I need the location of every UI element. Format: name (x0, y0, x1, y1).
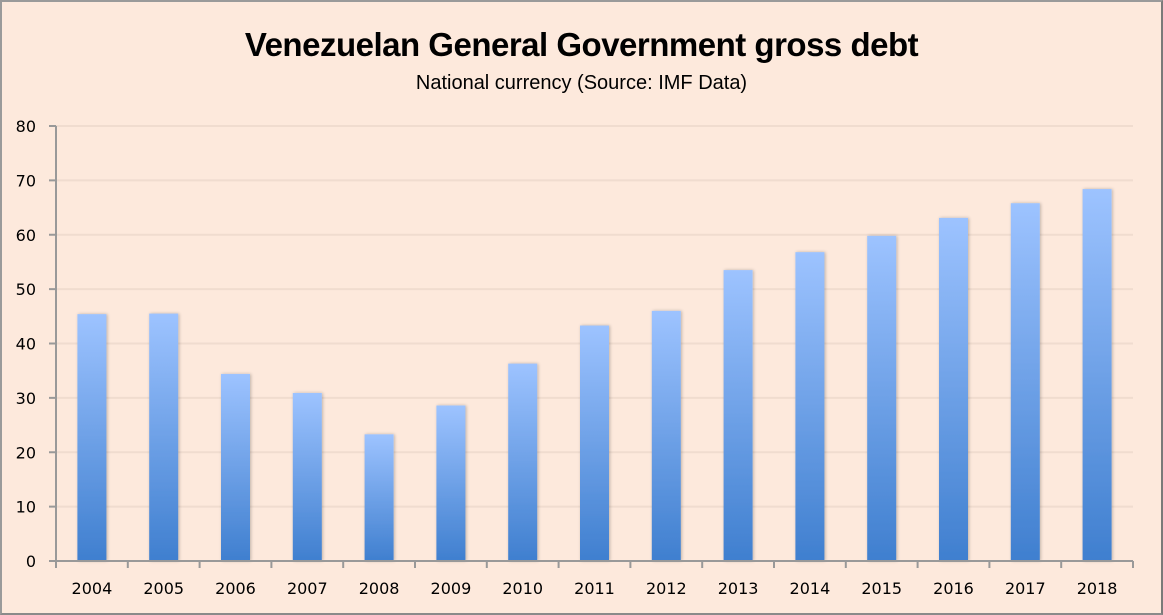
bar-2006 (221, 373, 250, 561)
x-tick-label: 2009 (431, 579, 472, 598)
chart-subtitle: National currency (Source: IMF Data) (415, 72, 748, 94)
bar-2018 (1082, 189, 1112, 561)
x-tick-label: 2015 (861, 579, 902, 598)
x-tick-label: 2016 (933, 579, 974, 598)
x-tick-label: 2011 (574, 579, 615, 598)
y-tick-labels: 0 10 20 30 40 50 60 70 80 (16, 117, 36, 571)
x-tick-label: 2005 (143, 579, 184, 598)
chart-title: Venezuelan General Government gross debt (244, 26, 919, 63)
y-tick-label: 20 (16, 443, 36, 462)
x-tick-label: 2018 (1077, 579, 1118, 598)
bar-2007 (292, 392, 322, 561)
y-tick-label: 0 (26, 552, 36, 571)
bar-2009 (436, 405, 466, 561)
x-tick-label: 2010 (502, 579, 543, 598)
bar-2014 (795, 252, 825, 561)
bar-2008 (364, 434, 394, 561)
bar-2013 (723, 270, 753, 561)
x-tick-label: 2007 (287, 579, 328, 598)
bar-2004 (77, 314, 107, 561)
y-tick-label: 30 (16, 389, 36, 408)
x-tick-label: 2017 (1005, 579, 1046, 598)
bar-2005 (149, 313, 179, 561)
bar-2012 (651, 310, 681, 561)
y-tick-label: 80 (16, 117, 36, 136)
x-tick-label: 2014 (790, 579, 831, 598)
bar-2016 (939, 217, 968, 562)
y-tick-label: 60 (16, 226, 36, 245)
y-tick-label: 10 (16, 498, 36, 517)
x-tick-labels: 2004 2005 2006 2007 2008 2009 2010 2011 2012 2013… (72, 579, 1118, 598)
axes (49, 125, 1134, 568)
bar-2011 (580, 325, 609, 561)
y-tick-label: 50 (16, 280, 36, 299)
x-tick-label: 2004 (72, 579, 113, 598)
x-tick-label: 2012 (646, 579, 687, 598)
y-tick-label: 40 (16, 335, 36, 354)
x-tick-label: 2013 (718, 579, 759, 598)
bars (77, 189, 1112, 562)
bar-2015 (867, 235, 897, 561)
x-tick-label: 2006 (215, 579, 256, 598)
x-tick-label: 2008 (359, 579, 400, 598)
y-tick-label: 70 (16, 171, 36, 190)
bar-2017 (1010, 203, 1040, 561)
bar-2010 (508, 363, 538, 561)
